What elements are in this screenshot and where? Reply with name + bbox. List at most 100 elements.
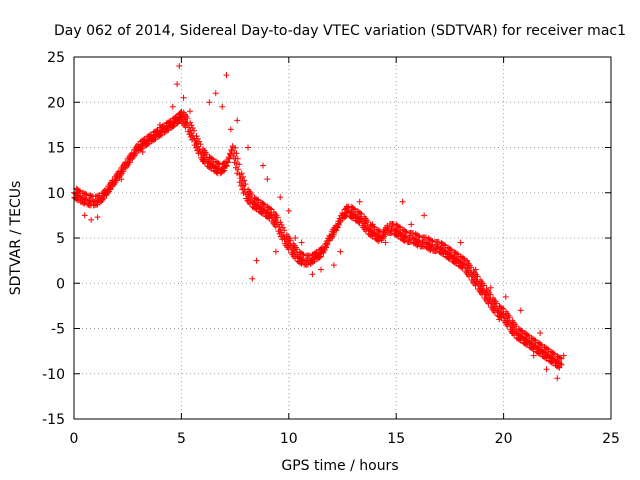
data-point (226, 155, 233, 162)
data-point (376, 234, 383, 241)
data-point (517, 307, 524, 314)
y-tick-label: 20 (47, 95, 65, 111)
data-point (317, 253, 324, 260)
data-point (225, 159, 232, 166)
x-tick-label: 10 (280, 431, 298, 447)
data-point (107, 185, 114, 192)
data-point (221, 167, 228, 174)
data-point (264, 176, 271, 183)
data-point (324, 241, 331, 248)
data-point (460, 255, 467, 262)
data-point (337, 219, 344, 226)
data-point (500, 306, 507, 313)
data-point (558, 355, 565, 362)
data-point (429, 238, 436, 245)
data-point (176, 63, 183, 70)
y-axis-label: SDTVAR / TECUs (8, 181, 24, 296)
data-point (323, 244, 330, 251)
data-point (513, 323, 520, 330)
data-point (292, 235, 299, 241)
data-point (499, 305, 506, 312)
data-point (316, 254, 323, 261)
data-point (304, 261, 311, 268)
data-point (239, 173, 246, 180)
data-point (427, 247, 434, 254)
data-point (330, 262, 337, 269)
data-point (232, 144, 239, 151)
data-point (439, 250, 446, 257)
data-point (330, 231, 337, 238)
data-point (75, 187, 82, 194)
data-point (556, 364, 563, 371)
data-point (180, 94, 187, 101)
data-point (401, 238, 408, 245)
data-point (118, 176, 125, 183)
data-point (219, 103, 226, 110)
y-tick-label: 0 (56, 276, 65, 292)
data-point (242, 181, 249, 188)
data-point (337, 248, 344, 255)
y-tick-label: 15 (47, 141, 65, 157)
data-point (502, 293, 509, 300)
data-point (285, 207, 292, 214)
data-point (522, 341, 529, 348)
y-tick-label: -10 (42, 367, 65, 383)
data-point (415, 232, 422, 239)
y-tick-label: 10 (47, 186, 65, 202)
data-point (428, 237, 435, 244)
data-point (212, 90, 219, 97)
data-point (238, 170, 245, 177)
data-point (298, 260, 305, 267)
data-point (451, 259, 458, 266)
data-point (299, 250, 306, 257)
data-point (233, 150, 240, 157)
data-point (468, 264, 475, 271)
data-point (213, 169, 220, 176)
data-point (310, 258, 317, 265)
data-point (223, 72, 230, 79)
data-point (542, 354, 549, 361)
data-point (309, 271, 316, 278)
data-point (416, 233, 423, 240)
x-tick-label: 20 (495, 431, 513, 447)
data-point (487, 284, 494, 291)
data-point (253, 257, 260, 264)
data-point (82, 190, 89, 197)
y-tick-label: 5 (56, 231, 65, 247)
data-point (537, 341, 544, 348)
data-point (82, 196, 89, 203)
data-point (260, 162, 267, 169)
data-point (88, 216, 95, 223)
data-point (76, 193, 83, 200)
data-point (447, 246, 454, 253)
data-point (555, 363, 562, 370)
data-point (139, 149, 146, 156)
data-point (73, 196, 80, 203)
data-point (335, 221, 342, 228)
data-point (279, 224, 286, 231)
chart-title: Day 062 of 2014, Sidereal Day-to-day VTE… (54, 23, 626, 39)
data-point (368, 232, 375, 239)
data-point (364, 219, 371, 226)
data-point (164, 127, 171, 134)
data-point (196, 138, 203, 145)
data-point (441, 241, 448, 248)
data-point (530, 352, 537, 359)
data-point (522, 330, 529, 337)
data-point (342, 213, 349, 220)
data-point (203, 151, 210, 158)
data-point (321, 247, 328, 254)
data-point (235, 166, 242, 173)
data-point (413, 241, 420, 248)
data-point (126, 159, 133, 166)
data-point (382, 239, 389, 246)
data-point (97, 199, 104, 206)
data-point (299, 256, 306, 263)
data-point (187, 119, 194, 126)
data-point (518, 327, 525, 334)
x-tick-label: 15 (387, 431, 405, 447)
plot-frame (73, 56, 612, 420)
data-point (402, 234, 409, 241)
data-point (300, 251, 307, 258)
data-point (223, 162, 230, 169)
